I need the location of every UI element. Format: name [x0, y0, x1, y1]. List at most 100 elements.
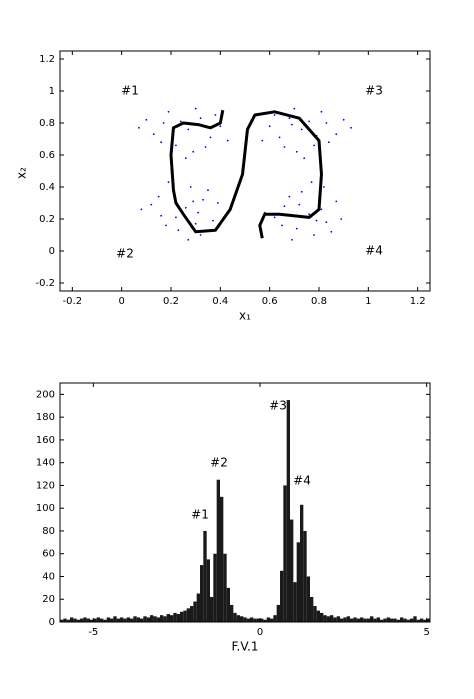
x-tick-label: 5: [423, 627, 429, 638]
y-tick-label: 120: [36, 480, 55, 491]
y-tick-label: 0: [49, 617, 55, 628]
axes-frame: [59, 382, 431, 623]
scatter-point: [192, 150, 195, 153]
histogram-bar: [166, 614, 170, 622]
histogram-bar: [86, 618, 90, 622]
histogram-bar: [336, 616, 340, 622]
scatter-point: [187, 128, 190, 131]
scatter-point: [167, 181, 170, 184]
x-tick-label: 1.2: [410, 296, 426, 307]
x-axis-label: F.V.1: [232, 640, 259, 654]
annotation: #1: [191, 508, 209, 522]
y-tick-label: 0: [49, 246, 55, 257]
y-tick-label: 1.2: [39, 54, 55, 65]
histogram-bar: [303, 530, 307, 622]
y-tick-label: 0.6: [39, 150, 55, 161]
histogram-bar: [250, 617, 254, 622]
x-tick-label: 0: [118, 296, 124, 307]
histogram-bar: [293, 582, 297, 622]
scatter-point: [194, 222, 197, 225]
scatter-point: [202, 198, 204, 201]
x-tick-label: 0.6: [262, 296, 278, 307]
y-tick-label: 0.8: [39, 118, 55, 129]
y-tick-label: 180: [36, 412, 55, 423]
histogram-bar: [420, 618, 424, 622]
scatter-point: [268, 125, 271, 128]
scatter-point: [194, 107, 197, 110]
histogram-bar: [406, 619, 410, 622]
histogram-bar: [316, 610, 320, 622]
histogram-bar: [193, 601, 197, 622]
scatter-point: [197, 211, 200, 214]
histogram-bar: [130, 618, 134, 622]
histogram-bar: [136, 617, 140, 622]
histogram-bar: [343, 617, 347, 622]
scatter-point: [298, 203, 301, 206]
annotation: #4: [365, 244, 383, 258]
histogram-bar: [353, 617, 357, 622]
histogram-bar: [210, 596, 214, 622]
scatter-point: [160, 214, 163, 217]
histogram-bar: [383, 618, 387, 622]
histogram-bar: [320, 612, 324, 622]
y-tick-label: 40: [42, 571, 55, 582]
histogram-bar: [276, 604, 280, 622]
histogram-bar: [333, 617, 337, 622]
histogram-bar: [230, 604, 234, 622]
scatter-point: [189, 186, 192, 188]
scatter-point: [295, 227, 298, 230]
scatter-point: [199, 234, 202, 236]
x-tick-label: 0.4: [212, 296, 228, 307]
scatter-point: [207, 189, 209, 192]
histogram-bar: [113, 616, 117, 622]
histogram-bar: [286, 400, 290, 622]
scatter-point: [313, 144, 315, 147]
annotation: #2: [116, 247, 134, 261]
y-tick-label: 0.2: [39, 214, 55, 225]
x-tick-label: 1: [365, 296, 371, 307]
histogram-bar: [386, 617, 390, 622]
histogram-bar: [290, 519, 294, 622]
histogram-bar: [106, 617, 110, 622]
histogram-bar: [260, 618, 264, 622]
scatter-point: [216, 202, 219, 204]
histogram-bar: [413, 616, 417, 622]
scatter-point: [226, 139, 229, 142]
histogram-bar: [190, 606, 194, 622]
scatter-point: [335, 133, 338, 136]
histogram-bar: [153, 616, 157, 622]
scatter-point: [261, 139, 264, 142]
histogram-bar: [80, 618, 84, 622]
histogram-bar: [173, 612, 177, 622]
scatter-point: [340, 218, 343, 220]
histogram-bar: [403, 618, 407, 622]
scatter-point: [192, 200, 195, 203]
scatter-point: [310, 181, 313, 184]
scatter-point: [295, 150, 298, 153]
histogram-bar: [220, 496, 224, 622]
x-tick-label: -5: [88, 627, 98, 638]
scatter-point: [184, 157, 187, 160]
y-axis-label: x₂: [15, 167, 29, 179]
histogram-bar: [263, 619, 267, 622]
histogram-bar: [366, 618, 370, 622]
scatter-point: [175, 216, 177, 219]
scatter-point: [335, 200, 338, 203]
histogram-bar: [116, 618, 120, 622]
scatter-point: [330, 230, 333, 233]
scatter-point: [177, 229, 180, 232]
histogram-bar: [256, 618, 260, 622]
scatter-point: [288, 195, 291, 198]
scatter-point: [283, 146, 286, 148]
histogram-bar: [356, 618, 360, 622]
histogram-bar: [96, 617, 100, 622]
scatter-point: [140, 208, 143, 211]
axes-frame: [59, 50, 431, 292]
scatter-point: [323, 186, 325, 188]
annotation: #3: [365, 84, 383, 98]
histogram-bar: [400, 617, 404, 622]
scatter-point: [308, 120, 311, 123]
annotation: #1: [121, 84, 139, 98]
histogram-bar: [206, 559, 210, 622]
